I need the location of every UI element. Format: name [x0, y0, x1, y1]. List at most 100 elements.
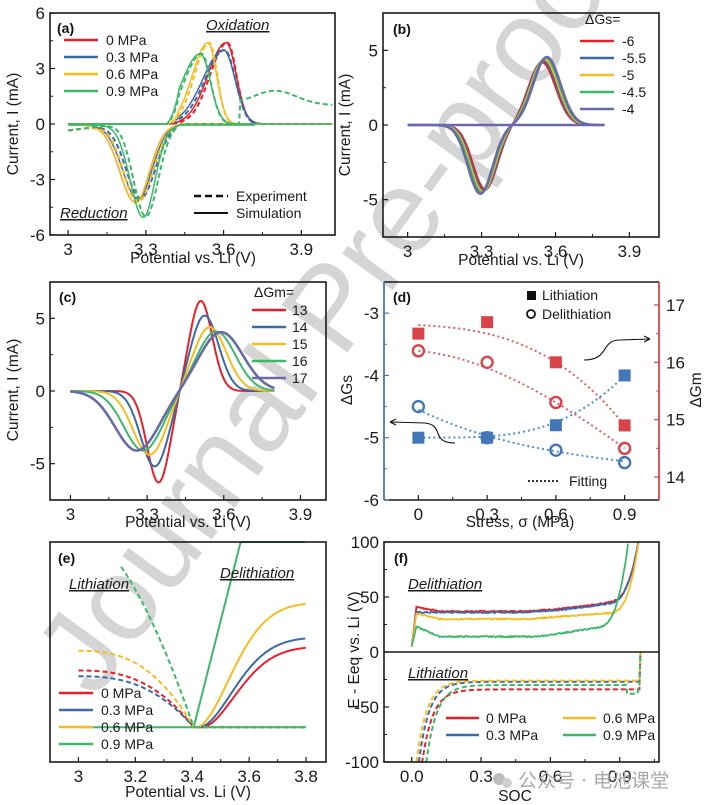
legend-label: 16 [292, 353, 308, 369]
lithiation-marker [412, 327, 425, 340]
x-tick-label: 3.6 [212, 240, 236, 259]
y-tick-label: 16 [666, 353, 685, 372]
legend-label: 0.6 MPa [101, 719, 153, 735]
x-tick-label: 3 [403, 242, 412, 261]
experiment-line-0.9MPa [68, 52, 333, 125]
legend-label: 0.6 MPa [603, 710, 655, 726]
delithiation-line-0MPa [202, 646, 306, 729]
experiment-line-0MPa [67, 123, 255, 203]
legend-circle-delithiation [526, 309, 536, 319]
lithiation-marker [618, 369, 631, 382]
x-tick-label: 3.9 [289, 505, 313, 524]
y-tick-label: -5 [30, 455, 45, 474]
x-tick-label: 3.3 [470, 242, 494, 261]
y-axis-label-left: ΔGs [339, 375, 356, 405]
oxidation-annotation: Oxidation [206, 17, 269, 34]
legend-label: 15 [292, 336, 308, 352]
source-badge-text: 公众号 · 电池课堂 [518, 770, 669, 792]
lithiation-marker [549, 356, 562, 369]
x-tick-label: 3.8 [294, 767, 318, 786]
delithiation-marker [411, 344, 426, 358]
legend-label: 0.3 MPa [486, 727, 538, 743]
y-tick-label: 50 [360, 588, 379, 607]
delithiation-marker [617, 455, 632, 470]
y-tick-label: -100 [345, 753, 379, 772]
arrow-to-right-axis [583, 338, 651, 361]
fit-curve [418, 324, 626, 427]
y-tick-label: -3 [364, 304, 379, 323]
y-tick-label: 100 [351, 533, 379, 552]
panel-label-c: (c) [59, 289, 76, 305]
panel-label-d: (d) [393, 289, 411, 305]
y-tick-label: 5 [369, 41, 378, 60]
x-tick-label: 3.6 [212, 505, 236, 524]
fit-curve [418, 374, 626, 439]
legend-title: ΔGs= [585, 11, 620, 27]
lithiation-marker [481, 316, 494, 329]
y-tick-label: 0 [370, 643, 379, 662]
plot-frame [49, 541, 327, 763]
panel-b: 3 3.3 3.6 3.9 5 0 -5 Potential vs. Li (V) Curren… [337, 11, 660, 269]
y-tick-label: 0 [369, 116, 378, 135]
fit-curve [418, 349, 626, 450]
lithiation-marker [549, 419, 562, 432]
y-axis-label: Current, I (mA) [5, 339, 22, 441]
x-tick-label: 0.0 [400, 767, 424, 786]
x-tick-label: 0.9 [613, 505, 637, 524]
plots-layer: 3 3.3 3.6 3.9 6 3 0 -3 -6 Potential vs. Li (V) Cur… [5, 4, 705, 805]
x-tick-label: 3 [63, 240, 72, 259]
series-line-dGm-15 [70, 326, 275, 456]
legend-label: 0.6 MPa [106, 66, 158, 82]
legend-label: 17 [292, 370, 308, 386]
lithiation-marker [412, 431, 425, 444]
source-badge: 公众号 · 电池课堂 [493, 770, 669, 792]
y-tick-label: 0 [36, 382, 45, 401]
y-tick-label: -6 [30, 226, 45, 245]
x-tick-label: 0.9 [608, 767, 632, 786]
delithiation-line-0.9MPa [410, 543, 629, 647]
legend-label: 0 MPa [106, 32, 147, 48]
legend-label-simulation: Simulation [236, 205, 301, 221]
lithiation-annotation: Lithiation [408, 665, 468, 682]
y-tick-label: 6 [36, 4, 45, 23]
simulation-line-0.6MPa [68, 124, 255, 204]
legend-label: -5.5 [622, 50, 646, 66]
reduction-annotation: Reduction [60, 205, 128, 222]
panel-label-a: (a) [57, 20, 74, 36]
lithiation-line-0.3MPa [417, 651, 642, 763]
lithiation-line-0MPa [78, 669, 195, 729]
arrowhead [389, 418, 397, 426]
y-tick-label: 17 [666, 296, 685, 315]
y-tick-label: 5 [36, 309, 45, 328]
y-tick-label: -4 [364, 366, 379, 385]
wechat-icon-bubble [502, 778, 512, 788]
panel-e: 3 3.2 3.4 3.6 3.8 Potential vs. Li (V) (e) Lith… [49, 541, 327, 801]
experiment-line-0.3MPa [67, 123, 255, 200]
lithiation-line-0.6MPa [78, 649, 195, 729]
legend-label: 0.3 MPa [101, 702, 153, 718]
delithiation-annotation: Delithiation [220, 565, 294, 582]
legend-label: 14 [292, 319, 308, 335]
panel-label-f: (f) [394, 550, 408, 566]
delithiation-marker [549, 443, 563, 457]
x-tick-label: 3.9 [289, 240, 313, 259]
x-axis-label: Potential vs. Li (V) [125, 514, 251, 531]
delithiation-line-0.6MPa [410, 541, 640, 648]
lithiation-annotation: Lithiation [69, 576, 129, 593]
series-line-dGm-14 [70, 314, 275, 468]
y-tick-label: 3 [36, 60, 45, 79]
y-tick-label: 14 [666, 468, 685, 487]
delithiation-line-0.6MPa [196, 602, 306, 729]
lithiation-marker [618, 419, 631, 432]
legend-title: ΔGm= [254, 284, 294, 300]
x-tick-label: 0.3 [469, 767, 493, 786]
x-tick-label: 3 [74, 767, 83, 786]
x-tick-label: 0 [414, 505, 423, 524]
lithiation-line-0MPa [420, 651, 642, 763]
delithiation-line-0.3MPa [410, 541, 640, 648]
legend-label: -5 [622, 67, 635, 83]
lithiation-line-0.6MPa [415, 651, 642, 763]
y-axis-label-right: ΔGm [688, 372, 705, 407]
legend-label: 0 MPa [486, 710, 527, 726]
